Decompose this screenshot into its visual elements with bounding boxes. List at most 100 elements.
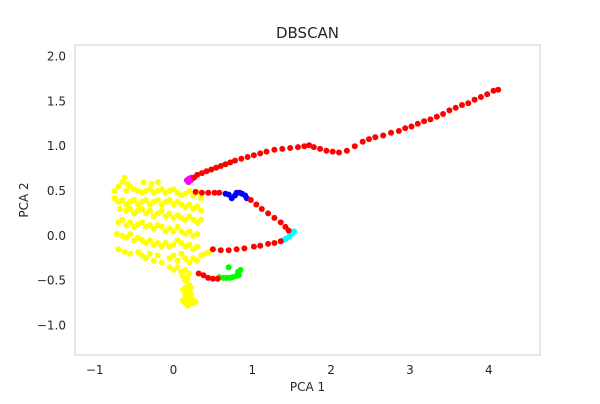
data-point xyxy=(158,223,165,230)
data-point xyxy=(217,163,224,169)
data-point xyxy=(495,86,502,93)
data-point xyxy=(121,174,128,181)
data-point xyxy=(209,246,216,253)
data-point xyxy=(271,214,278,221)
data-point xyxy=(170,186,177,193)
data-point xyxy=(150,257,157,264)
data-point xyxy=(198,170,205,177)
data-point xyxy=(127,206,134,212)
data-point xyxy=(187,284,194,291)
data-point xyxy=(366,136,372,143)
data-point xyxy=(154,197,161,203)
data-point xyxy=(222,161,229,168)
data-point xyxy=(139,206,145,212)
data-point xyxy=(263,148,270,155)
data-point xyxy=(198,207,205,214)
data-point xyxy=(195,270,202,277)
data-point xyxy=(203,168,210,175)
data-point xyxy=(119,216,126,223)
data-point xyxy=(421,118,428,125)
data-point xyxy=(336,149,342,156)
data-point xyxy=(247,197,254,203)
chart-title: DBSCAN xyxy=(276,24,339,42)
data-point xyxy=(142,197,149,203)
data-point xyxy=(186,188,193,194)
data-point xyxy=(119,179,126,186)
data-point xyxy=(187,291,194,298)
data-point xyxy=(192,299,199,306)
data-point xyxy=(198,195,205,202)
y-tick-labels: −1.0 −0.5 0.0 0.5 1.0 1.5 2.0 xyxy=(37,50,66,333)
data-point xyxy=(158,259,165,266)
data-point xyxy=(150,225,157,232)
data-point xyxy=(287,145,294,151)
data-point xyxy=(258,206,265,212)
data-point xyxy=(490,87,497,94)
data-point xyxy=(194,231,201,237)
data-point xyxy=(182,266,189,273)
y-tick-label: 1.0 xyxy=(47,139,66,153)
data-point xyxy=(225,247,232,254)
data-point xyxy=(208,166,215,173)
data-point xyxy=(329,148,336,155)
x-tick-labels: −1 0 1 2 3 4 xyxy=(86,363,493,377)
data-point xyxy=(238,155,245,162)
data-point xyxy=(127,219,134,226)
y-tick-label: 0.5 xyxy=(47,184,66,198)
data-point xyxy=(182,255,189,262)
data-point xyxy=(271,146,278,153)
data-point xyxy=(317,145,324,152)
data-point xyxy=(214,275,221,282)
data-point xyxy=(186,213,193,220)
data-point xyxy=(216,189,223,196)
data-point xyxy=(139,219,145,226)
data-point xyxy=(140,179,147,186)
data-point xyxy=(433,113,440,120)
data-point xyxy=(427,116,434,123)
data-point xyxy=(310,144,317,151)
data-point xyxy=(184,275,191,282)
data-point xyxy=(194,243,201,250)
data-point xyxy=(127,250,134,257)
data-point xyxy=(414,120,421,127)
y-axis-label: PCA 2 xyxy=(17,182,31,217)
x-tick-label: 1 xyxy=(248,363,256,377)
data-point xyxy=(285,227,292,234)
data-point xyxy=(244,154,251,160)
data-point xyxy=(186,201,193,208)
data-point xyxy=(200,272,207,279)
data-point xyxy=(174,264,181,271)
data-point xyxy=(343,147,350,154)
data-point xyxy=(192,188,199,195)
data-point xyxy=(174,257,181,264)
data-point xyxy=(265,240,272,247)
data-point xyxy=(277,238,284,245)
data-point xyxy=(142,255,149,262)
data-point xyxy=(359,138,366,145)
data-point xyxy=(158,243,165,250)
data-point xyxy=(186,270,193,277)
data-point xyxy=(440,111,447,117)
data-point xyxy=(213,164,220,171)
data-point xyxy=(178,250,185,257)
x-tick-label: 2 xyxy=(327,363,335,377)
data-point xyxy=(250,152,257,159)
data-point xyxy=(205,274,212,281)
data-point xyxy=(174,223,181,230)
data-point xyxy=(301,143,308,150)
data-point xyxy=(186,228,193,235)
data-point xyxy=(452,104,459,111)
data-point xyxy=(148,180,155,187)
data-point xyxy=(351,143,358,150)
y-tick-label: 0.0 xyxy=(47,229,66,243)
x-tick-label: 0 xyxy=(170,363,178,377)
y-tick-label: −0.5 xyxy=(37,274,66,288)
x-axis-label: PCA 1 xyxy=(290,380,325,394)
data-point xyxy=(135,249,142,255)
data-point xyxy=(180,297,186,304)
data-point xyxy=(271,240,278,246)
data-point xyxy=(295,144,301,151)
data-point xyxy=(253,201,260,208)
data-point xyxy=(180,286,186,293)
